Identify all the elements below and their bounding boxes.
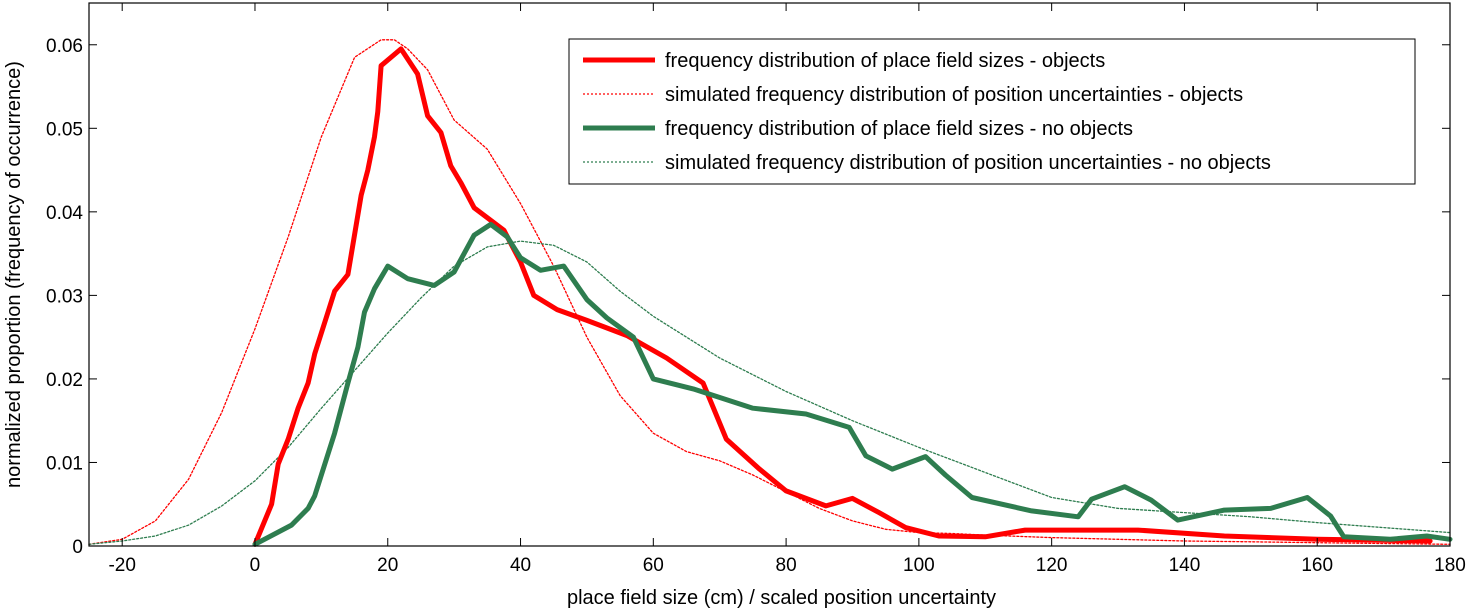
series-layer: [88, 39, 1453, 547]
series-line-1: [88, 39, 1451, 545]
legend-label-0: frequency distribution of place field si…: [665, 50, 1105, 72]
x-tick-label: 100: [903, 555, 935, 576]
x-tick-label: 180: [1434, 555, 1466, 576]
x-tick-label: 160: [1301, 555, 1333, 576]
x-tick-label: 0: [250, 555, 261, 576]
legend-label-2: frequency distribution of place field si…: [665, 118, 1133, 140]
x-tick-label: 40: [510, 555, 531, 576]
y-tick-label: 0.04: [46, 203, 83, 224]
series-line-3: [88, 240, 1451, 545]
x-tick-label: -20: [108, 555, 135, 576]
y-tick-label: 0.05: [46, 119, 83, 140]
legend-label-3: simulated frequency distribution of posi…: [665, 152, 1271, 174]
series-line-2: [252, 221, 1453, 547]
x-axis-label: place field size (cm) / scaled position …: [567, 587, 996, 609]
legend-box: [568, 38, 1416, 185]
plot-frame: [88, 2, 1451, 547]
x-tick-label: 120: [1036, 555, 1068, 576]
legend: frequency distribution of place field si…: [568, 38, 1416, 185]
y-tick-label: 0.02: [46, 370, 83, 391]
series-line-0: [252, 46, 1433, 547]
x-tick-label: 20: [377, 555, 398, 576]
y-tick-label: 0.03: [46, 286, 83, 307]
y-tick-label: 0.06: [46, 36, 83, 57]
legend-label-1: simulated frequency distribution of posi…: [665, 84, 1243, 106]
legend-entries: frequency distribution of place field si…: [583, 50, 1271, 174]
x-tick-label: 140: [1169, 555, 1201, 576]
y-axis-label: normalized proportion (frequency of occu…: [3, 61, 25, 488]
y-tick-label: 0: [72, 537, 83, 558]
y-tick-label: 0.01: [46, 453, 83, 474]
ticks-layer: -20 0 20 40 60 80 100 120 140 160 180 0 0.01 0.02 0.03…: [46, 3, 1466, 576]
x-tick-label: 60: [643, 555, 664, 576]
x-tick-label: 80: [776, 555, 797, 576]
